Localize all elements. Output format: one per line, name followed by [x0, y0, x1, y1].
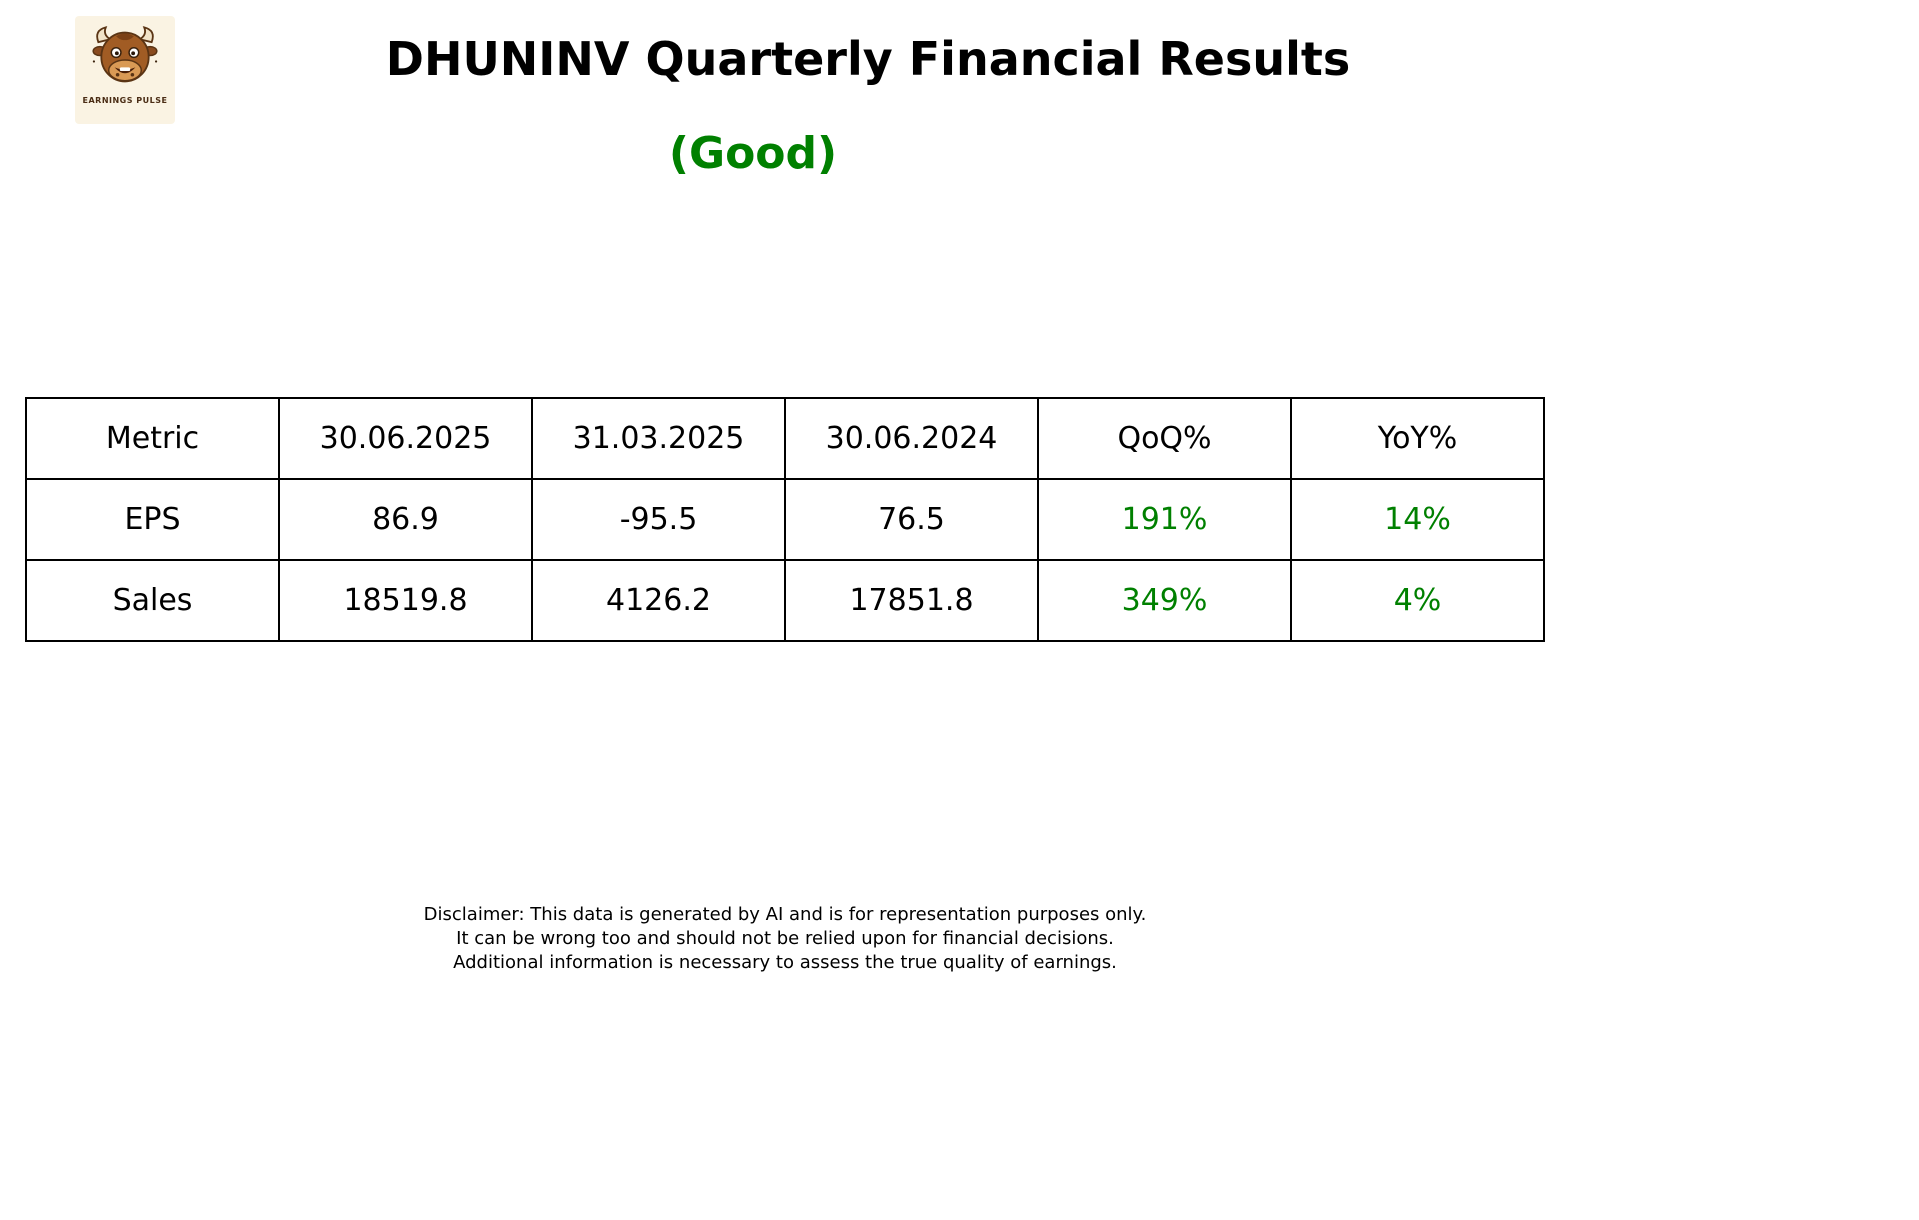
column-header-current-quarter: 30.06.2025 [278, 397, 533, 480]
eps-yoy-value: 14% [1290, 478, 1545, 561]
eps-metric-label: EPS [25, 478, 280, 561]
earnings-pulse-logo: EARNINGS PULSE [75, 16, 175, 124]
disclaimer-line-3: Additional information is necessary to a… [453, 951, 1117, 973]
verdict-label: (Good) [668, 128, 838, 179]
table-header-row: Metric 30.06.2025 31.03.2025 30.06.2024 … [25, 397, 1545, 480]
table-row-sales: Sales 18519.8 4126.2 17851.8 349% 4% [25, 559, 1545, 642]
column-header-metric: Metric [25, 397, 280, 480]
logo-brand-text: EARNINGS PULSE [82, 96, 168, 105]
page-title: DHUNINV Quarterly Financial Results [385, 32, 1351, 86]
table-row-eps: EPS 86.9 -95.5 76.5 191% 14% [25, 478, 1545, 561]
column-header-qoq: QoQ% [1037, 397, 1292, 480]
sales-current-value: 18519.8 [278, 559, 533, 642]
column-header-previous-quarter: 31.03.2025 [531, 397, 786, 480]
eps-qoq-value: 191% [1037, 478, 1292, 561]
bull-mascot-icon [92, 26, 158, 83]
sales-qoq-value: 349% [1037, 559, 1292, 642]
sales-previous-value: 4126.2 [531, 559, 786, 642]
sales-metric-label: Sales [25, 559, 280, 642]
sales-year-ago-value: 17851.8 [784, 559, 1039, 642]
financial-results-table: Metric 30.06.2025 31.03.2025 30.06.2024 … [25, 397, 1545, 642]
column-header-yoy: YoY% [1290, 397, 1545, 480]
eps-current-value: 86.9 [278, 478, 533, 561]
disclaimer-line-2: It can be wrong too and should not be re… [456, 927, 1114, 949]
disclaimer-line-1: Disclaimer: This data is generated by AI… [423, 904, 1147, 925]
column-header-year-ago-quarter: 30.06.2024 [784, 397, 1039, 480]
disclaimer-text: Disclaimer: This data is generated by AI… [424, 903, 1147, 975]
eps-year-ago-value: 76.5 [784, 478, 1039, 561]
sales-yoy-value: 4% [1290, 559, 1545, 642]
eps-previous-value: -95.5 [531, 478, 786, 561]
